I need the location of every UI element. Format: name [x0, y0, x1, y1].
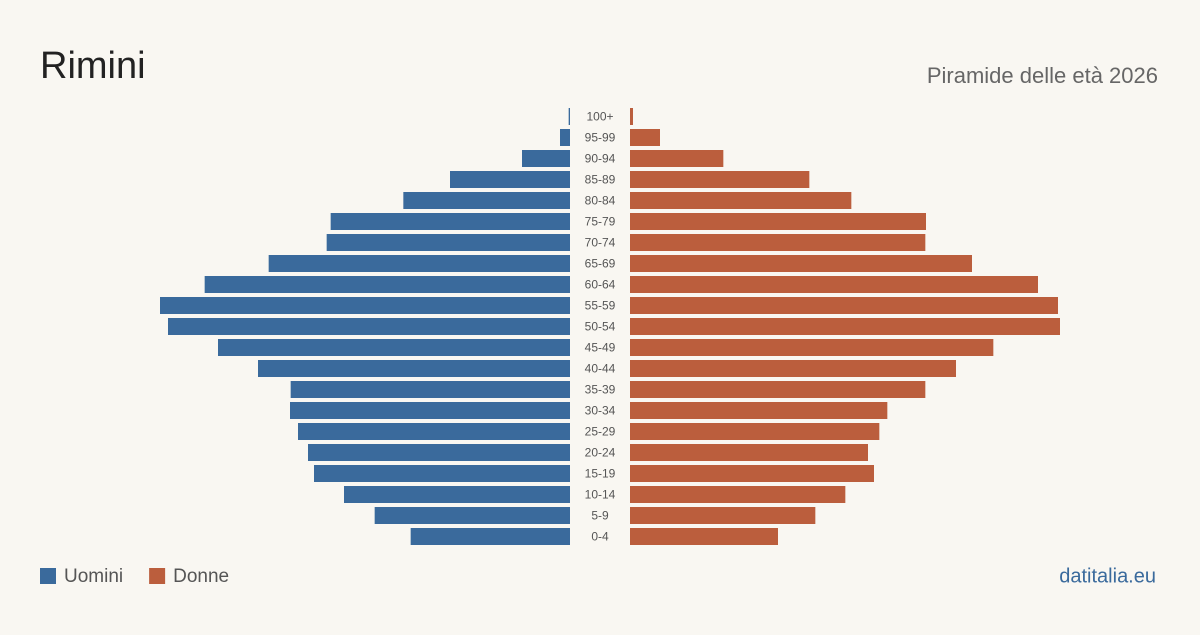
age-label: 65-69 [585, 257, 616, 271]
age-label: 35-39 [585, 383, 616, 397]
bar [630, 507, 816, 524]
age-label: 40-44 [585, 362, 616, 376]
bar [630, 486, 846, 503]
bar [522, 150, 570, 167]
bar [630, 360, 956, 377]
bar [374, 507, 570, 524]
age-label: 60-64 [585, 278, 616, 292]
bar [314, 465, 570, 482]
bar [630, 213, 926, 230]
age-label: 45-49 [585, 341, 616, 355]
age-label: 15-19 [585, 467, 616, 481]
bar [290, 381, 570, 398]
bar [204, 276, 570, 293]
bar [630, 465, 874, 482]
age-label: 80-84 [585, 194, 616, 208]
chart-subtitle: Piramide delle età 2026 [927, 63, 1158, 88]
bar [298, 423, 570, 440]
bar [403, 192, 570, 209]
bar [290, 402, 570, 419]
bar [168, 318, 570, 335]
legend-swatch [40, 568, 56, 584]
age-label: 85-89 [585, 173, 616, 187]
age-label: 90-94 [585, 152, 616, 166]
bar [330, 213, 570, 230]
bar [326, 234, 570, 251]
bar [630, 255, 972, 272]
bar [630, 318, 1060, 335]
bar [630, 276, 1038, 293]
age-label: 5-9 [591, 509, 609, 523]
bar [630, 108, 633, 125]
bar [630, 423, 880, 440]
bar [630, 402, 888, 419]
bar [630, 129, 660, 146]
age-label: 25-29 [585, 425, 616, 439]
age-label: 20-24 [585, 446, 616, 460]
chart-title: Rimini [40, 45, 146, 87]
bar [258, 360, 570, 377]
age-label: 100+ [586, 110, 613, 124]
age-label: 50-54 [585, 320, 616, 334]
age-label: 70-74 [585, 236, 616, 250]
bar [268, 255, 570, 272]
bar [630, 444, 868, 461]
bar [630, 150, 724, 167]
bar [630, 192, 852, 209]
legend-swatch [149, 568, 166, 584]
age-label: 10-14 [585, 488, 616, 502]
bar [450, 171, 570, 188]
bar [218, 339, 570, 356]
bar [630, 171, 810, 188]
age-label: 55-59 [585, 299, 616, 313]
legend-label: Donne [173, 566, 229, 587]
bar [410, 528, 570, 545]
bar [630, 339, 994, 356]
bar [308, 444, 570, 461]
bar [630, 381, 926, 398]
bar [630, 528, 778, 545]
age-label: 0-4 [591, 530, 609, 544]
bar [160, 297, 570, 314]
bar [560, 129, 570, 146]
age-label: 75-79 [585, 215, 616, 229]
legend-label: Uomini [64, 566, 123, 587]
age-label: 30-34 [585, 404, 616, 418]
bar [568, 108, 570, 125]
bar [630, 297, 1058, 314]
bar [630, 234, 926, 251]
bar [344, 486, 570, 503]
age-label: 95-99 [585, 131, 616, 145]
source-link[interactable]: datitalia.eu [1059, 565, 1156, 587]
